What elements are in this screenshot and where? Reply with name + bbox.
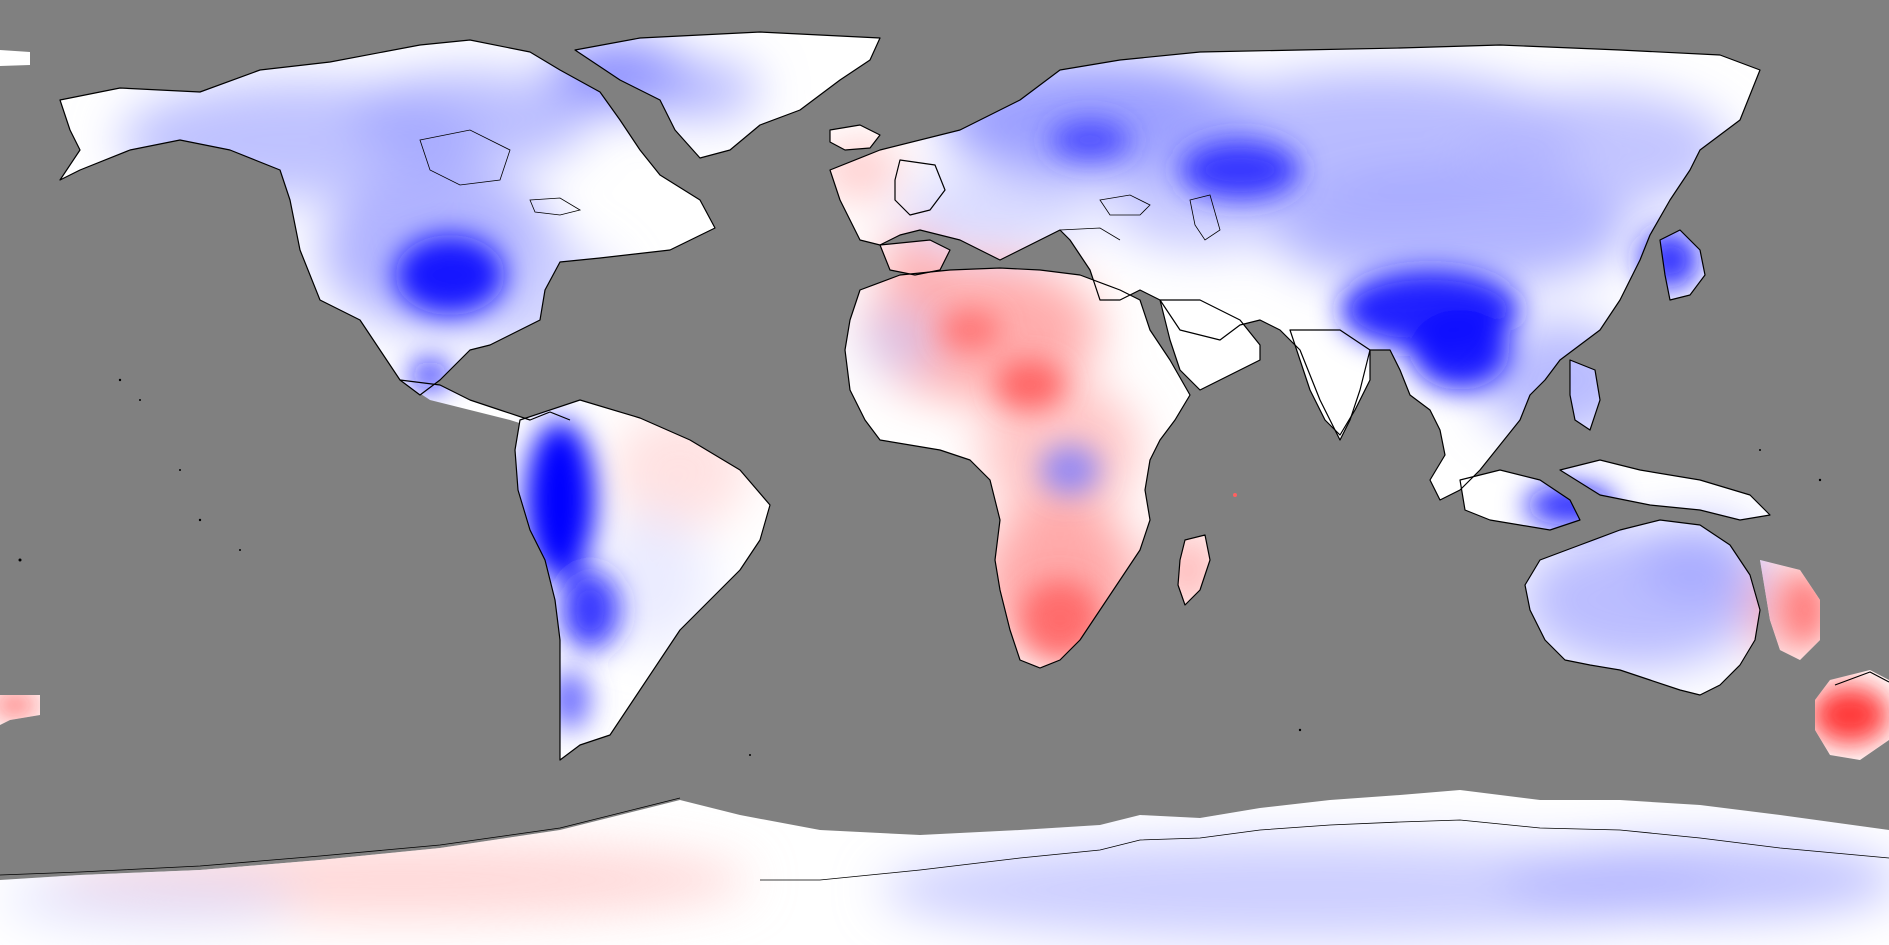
coastlines [0,31,1889,881]
small-islands [18,378,1822,756]
